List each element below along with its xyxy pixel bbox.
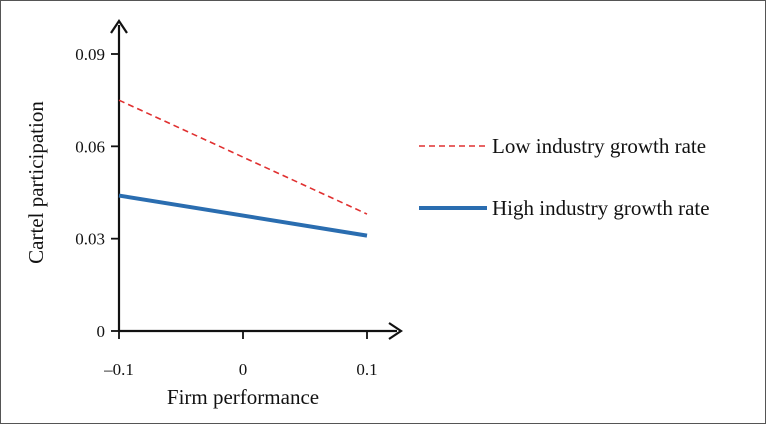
series-layer <box>118 99 368 238</box>
x-tick-label: –0.1 <box>103 360 134 379</box>
y-tick-label: 0.06 <box>75 137 105 156</box>
labels: 0 0.03 0.06 0.09 –0.1 0 0.1 Firm performance Car… <box>24 45 378 409</box>
x-tick-label: 0.1 <box>356 360 377 379</box>
y-tick-label: 0.09 <box>75 45 105 64</box>
y-tick-label: 0.03 <box>75 230 105 249</box>
series-line-2 <box>118 193 368 238</box>
legend-label-2: High industry growth rate <box>492 196 710 220</box>
legend: Low industry growth rate High industry gr… <box>419 134 710 220</box>
y-axis-arrow-icon <box>110 19 128 34</box>
x-tick-label: 0 <box>239 360 248 379</box>
y-tick-label: 0 <box>97 322 106 341</box>
y-axis-title: Cartel participation <box>24 101 48 264</box>
x-axis-arrow-icon <box>388 322 403 340</box>
series-line-1 <box>118 99 368 215</box>
axes <box>110 19 403 340</box>
x-axis-title: Firm performance <box>167 385 319 409</box>
legend-label-1: Low industry growth rate <box>492 134 706 158</box>
